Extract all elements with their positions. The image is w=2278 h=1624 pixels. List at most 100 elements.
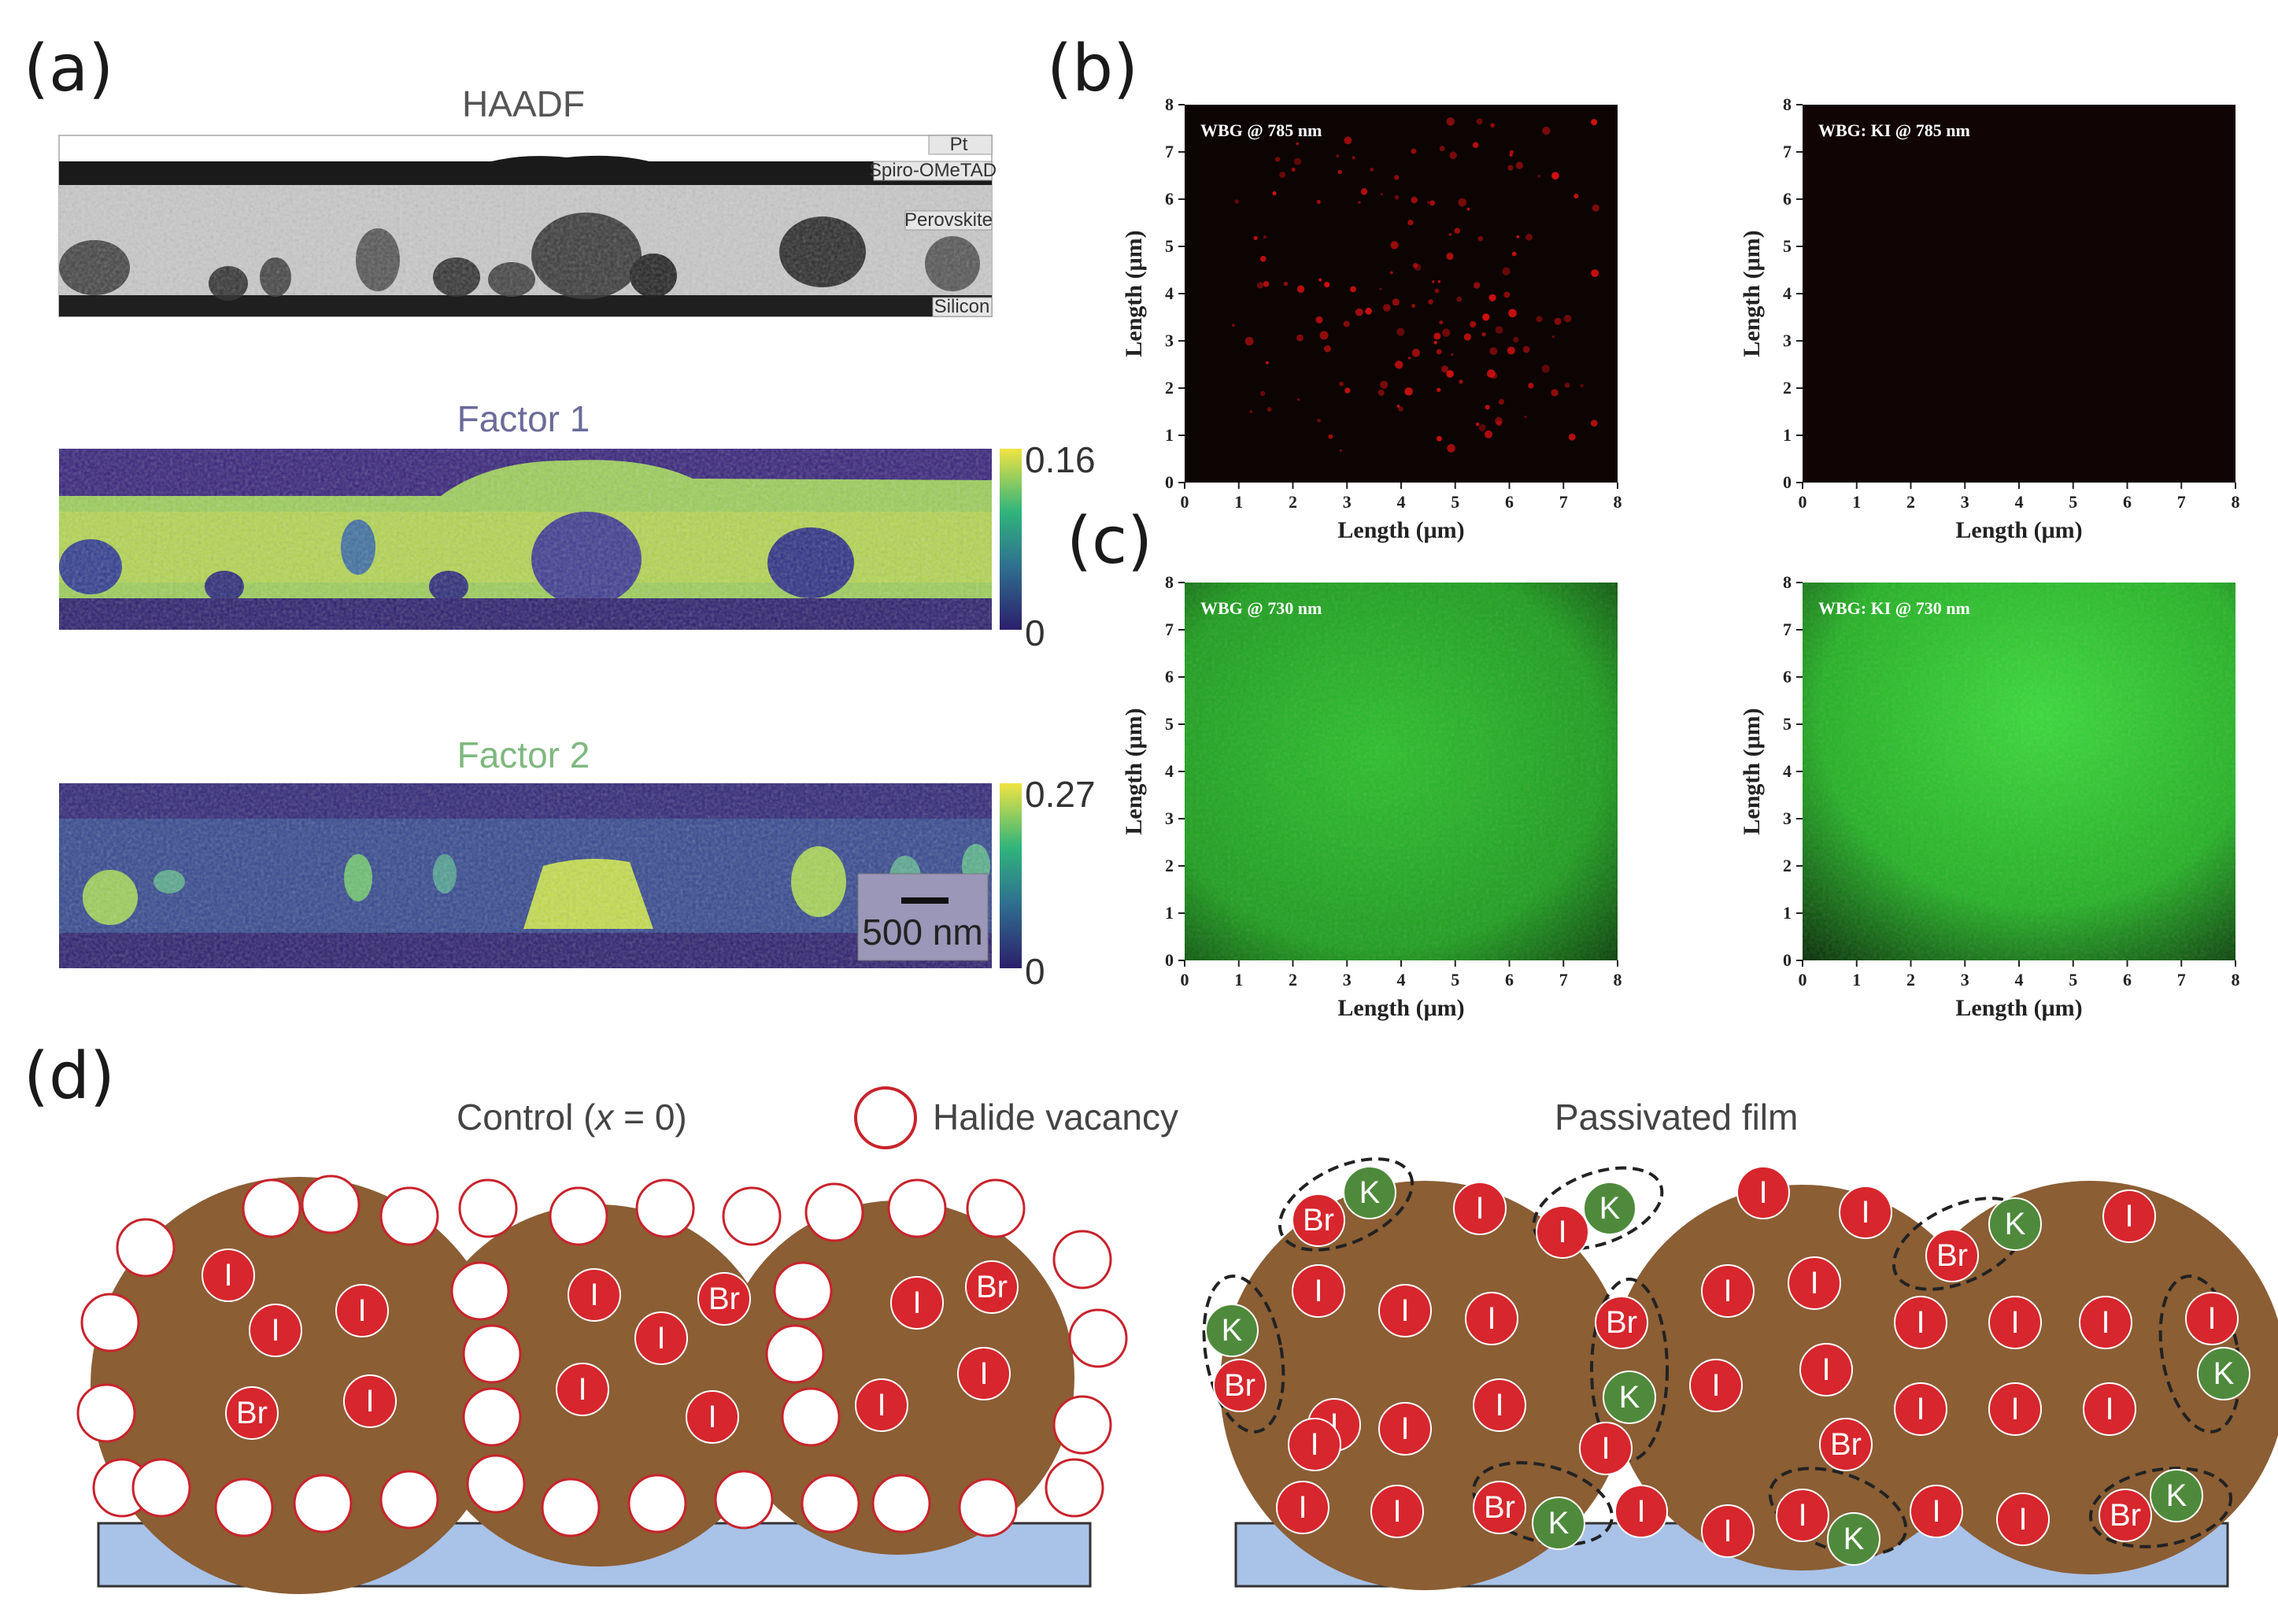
- x-tick-label: 4: [2015, 970, 2024, 990]
- iodide-ion: I: [1788, 1256, 1841, 1310]
- svg-text:K: K: [2213, 1356, 2235, 1391]
- svg-text:I: I: [1310, 1427, 1318, 1462]
- x-tick-label: 1: [1234, 492, 1243, 512]
- emission-spot: [1574, 194, 1579, 199]
- iodide-ion: I: [1378, 1402, 1432, 1456]
- panel-label-d: (d): [24, 1039, 115, 1114]
- svg-text:I: I: [1798, 1498, 1806, 1533]
- map-title: WBG: KI @ 730 nm: [1818, 598, 1970, 618]
- emission-spot: [1441, 365, 1448, 373]
- emission-spot: [1472, 142, 1479, 149]
- x-axis-label: Length (μm): [1337, 517, 1464, 543]
- passivated-title: Passivated film: [1555, 1097, 1798, 1138]
- emission-spot: [1488, 294, 1496, 301]
- x-tick-label: 8: [2232, 492, 2240, 512]
- bromide-ion: Br: [1292, 1193, 1345, 1247]
- emission-spot: [1428, 298, 1433, 305]
- emission-spot: [1380, 380, 1389, 389]
- y-tick-label: 7: [1165, 142, 1174, 161]
- layer-label-silicon: Silicon: [934, 296, 990, 317]
- emission-spot: [1551, 335, 1555, 338]
- iodide-ion: I: [1894, 1382, 1947, 1436]
- svg-text:I: I: [2018, 1502, 2027, 1537]
- halide-vacancy: [958, 1478, 1018, 1537]
- emission-spot: [1263, 281, 1270, 287]
- factor1-colorbar-max: 0.16: [1025, 439, 1096, 480]
- emission-spot: [1328, 434, 1333, 439]
- emission-spot: [1454, 228, 1461, 234]
- potassium-ion: K: [1532, 1496, 1585, 1550]
- emission-spot: [1396, 404, 1400, 408]
- svg-text:Br: Br: [1936, 1238, 1968, 1273]
- y-axis-label: Length (μm): [1739, 230, 1765, 357]
- svg-text:Br: Br: [1830, 1427, 1862, 1462]
- emission-spot: [1411, 349, 1421, 357]
- y-tick-label: 8: [1165, 572, 1174, 592]
- emission-spot: [1253, 235, 1258, 241]
- svg-text:Br: Br: [708, 1282, 740, 1316]
- emission-spot: [1495, 326, 1503, 334]
- halide-vacancy: [301, 1175, 361, 1234]
- emission-spot: [1318, 278, 1322, 282]
- emission-spot: [1279, 172, 1286, 179]
- emission-spot: [1541, 364, 1550, 373]
- svg-text:I: I: [1298, 1490, 1307, 1525]
- x-tick-label: 2: [1289, 970, 1297, 990]
- svg-text:I: I: [365, 1384, 374, 1419]
- x-tick-label: 2: [1289, 492, 1297, 512]
- y-tick-label: 4: [1783, 761, 1792, 781]
- emission-spot: [1451, 353, 1454, 357]
- emission-spot: [1231, 324, 1235, 327]
- iodide-ion: I: [343, 1374, 397, 1428]
- factor2-map: [59, 783, 992, 968]
- svg-text:I: I: [271, 1313, 279, 1348]
- y-tick-label: 6: [1783, 189, 1792, 209]
- pl-map-b-2: WBG: KI @ 785 nm 00 1 1 2 2 3 3 4 4 5 5 6 6 7 7 8 8 Length…: [1739, 94, 2240, 543]
- halide-vacancy: [1052, 1230, 1112, 1289]
- emission-spot: [1498, 398, 1505, 405]
- emission-spot: [1433, 341, 1437, 345]
- svg-text:I: I: [1810, 1266, 1818, 1300]
- emission-spot: [1563, 314, 1572, 323]
- emission-spot: [1485, 405, 1490, 410]
- emission-spot: [1442, 328, 1451, 337]
- svg-text:I: I: [1711, 1368, 1720, 1403]
- factor1-colorbar-min: 0: [1025, 612, 1045, 653]
- iodide-ion: I: [686, 1390, 739, 1444]
- emission-spot: [1473, 282, 1481, 289]
- iodide-ion: I: [1736, 1166, 1790, 1219]
- svg-text:I: I: [1758, 1175, 1767, 1210]
- emission-spot: [1272, 191, 1277, 196]
- emission-spot: [1564, 382, 1570, 388]
- emission-spot: [1296, 285, 1305, 293]
- svg-text:I: I: [1400, 1293, 1409, 1328]
- svg-text:Br: Br: [1224, 1368, 1255, 1403]
- emission-spot: [1370, 167, 1374, 172]
- emission-spot: [1592, 204, 1599, 212]
- emission-spot: [1392, 298, 1400, 306]
- x-tick-label: 3: [1343, 492, 1352, 512]
- emission-spot: [1513, 337, 1519, 343]
- factor1-title: Factor 1: [457, 398, 590, 439]
- svg-text:Br: Br: [1303, 1203, 1334, 1237]
- emission-spot: [1507, 165, 1514, 171]
- potassium-ion: K: [1205, 1304, 1259, 1357]
- emission-spot: [1380, 193, 1383, 196]
- emission-spot: [1358, 201, 1361, 204]
- map-title: WBG @ 730 nm: [1200, 598, 1322, 618]
- svg-text:I: I: [1932, 1494, 1940, 1529]
- emission-spot: [1495, 416, 1503, 425]
- emission-spot: [1267, 407, 1272, 412]
- bromide-ion: Br: [2099, 1489, 2152, 1542]
- emission-spot: [1502, 267, 1511, 276]
- iodide-ion: I: [957, 1347, 1011, 1400]
- emission-spot: [1439, 146, 1445, 152]
- scalebar-label: 500 nm: [862, 912, 982, 953]
- y-tick-label: 3: [1783, 331, 1792, 350]
- emission-spot: [1411, 304, 1415, 309]
- emission-spot: [1489, 347, 1498, 356]
- x-tick-label: 0: [1799, 970, 1807, 990]
- emission-spot: [1394, 361, 1403, 369]
- emission-spot: [1434, 288, 1440, 294]
